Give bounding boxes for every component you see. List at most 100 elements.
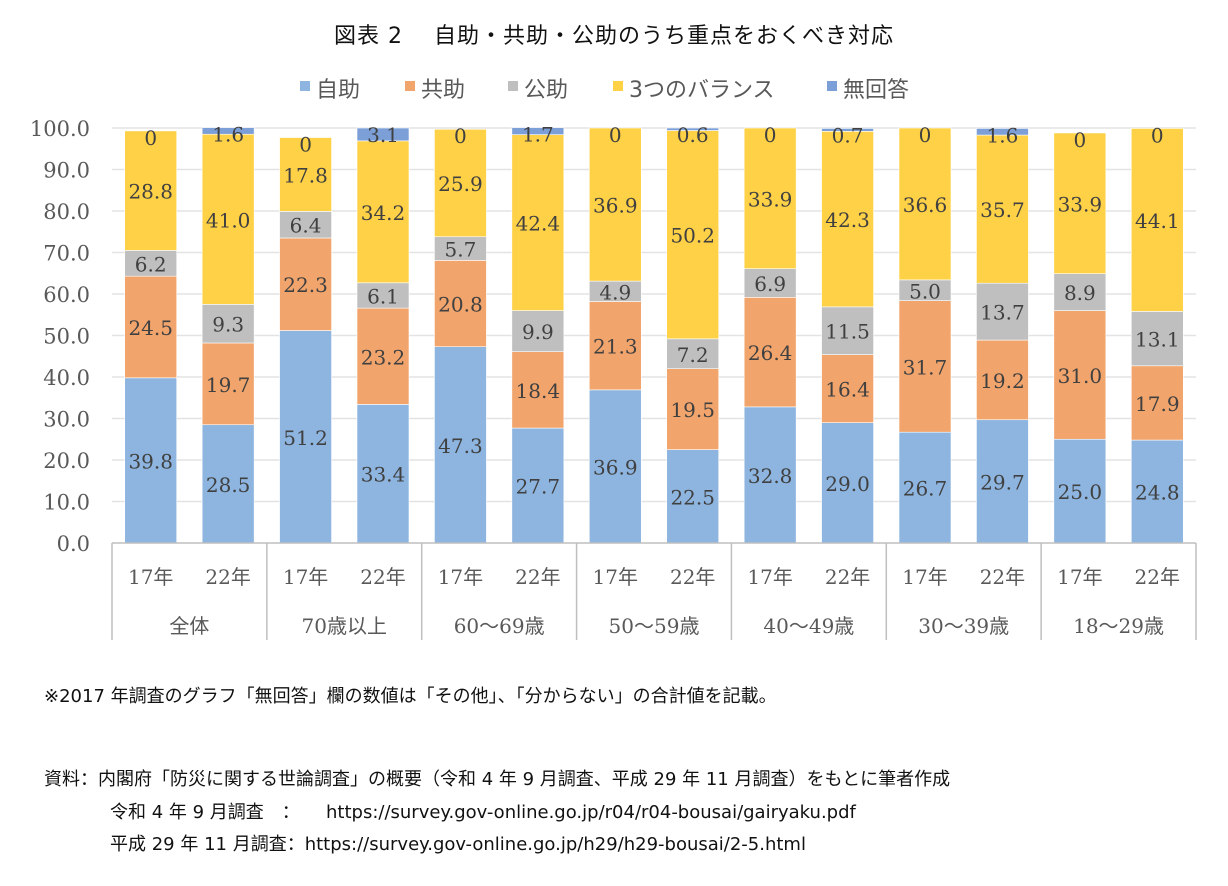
data-label: 4.9	[599, 280, 631, 304]
data-label: 9.9	[522, 320, 554, 344]
bar-segment	[434, 346, 487, 544]
source-reiwa4-url[interactable]: https://survey.gov-online.go.jp/r04/r04-…	[326, 802, 856, 823]
source-reiwa4: 令和 4 年 9 月調査 ： https://survey.gov-online.…	[110, 798, 856, 824]
y-tick-label: 40.0	[43, 366, 90, 390]
data-label: 1.6	[987, 123, 1019, 147]
bar-segment	[976, 282, 1029, 341]
source-heisei29-label: 平成 29 年 11 月調査：	[110, 834, 305, 855]
bar-segment	[976, 339, 1029, 421]
y-tick-label: 0.0	[57, 532, 90, 556]
data-label: 19.2	[980, 369, 1025, 393]
data-label: 0	[919, 123, 932, 147]
legend-swatch	[300, 81, 310, 91]
source-heisei29-url[interactable]: https://survey.gov-online.go.jp/h29/h29-…	[304, 834, 806, 855]
data-label: 17.9	[1135, 392, 1180, 416]
bar-segment	[124, 250, 178, 277]
bar-segment	[511, 351, 565, 429]
chart-title: 図表 2 自助・共助・公助のうち重点をおくべき対応	[334, 24, 894, 49]
legend-swatch	[405, 81, 415, 91]
bar-segment	[976, 134, 1029, 284]
bar-segment	[821, 128, 874, 132]
bar-segment	[1130, 128, 1184, 312]
bar-segment	[821, 131, 874, 308]
data-label: 25.0	[1058, 480, 1103, 504]
data-label: 6.4	[290, 214, 322, 238]
data-label: 0.6	[677, 123, 709, 147]
data-label: 26.4	[748, 341, 793, 365]
data-label: 6.2	[135, 252, 167, 276]
legend-label: 公助	[524, 78, 568, 103]
x-tick-label: 17年	[747, 565, 792, 589]
data-label: 28.5	[206, 473, 251, 497]
bar-segment	[666, 130, 720, 340]
y-tick-label: 70.0	[43, 242, 90, 266]
data-label: 0	[1151, 123, 1164, 147]
bar-segment	[356, 404, 410, 544]
bar-segment	[898, 300, 952, 433]
data-label: 22.3	[283, 273, 328, 297]
data-label: 33.9	[748, 187, 793, 211]
data-label: 23.2	[361, 345, 406, 369]
data-label: 5.7	[445, 238, 477, 262]
bar-segment	[279, 330, 332, 544]
legend-label: 共助	[421, 78, 465, 103]
footnote: ※2017 年調査のグラフ「無回答」欄の数値は「その他」、「分からない」の合計値…	[44, 686, 777, 707]
legend-item-3: 3つのバランス	[613, 78, 775, 103]
bar-segment	[743, 406, 797, 544]
data-label: 44.1	[1135, 209, 1180, 233]
data-label: 1.7	[522, 123, 554, 147]
data-label: 51.2	[283, 426, 328, 450]
bar-segment	[279, 137, 332, 212]
y-tick-label: 60.0	[43, 283, 90, 307]
data-label: 25.9	[438, 172, 483, 196]
data-label: 3.1	[367, 123, 399, 147]
data-label: 16.4	[825, 378, 870, 402]
data-label: 27.7	[516, 475, 561, 499]
data-label: 31.7	[903, 355, 948, 379]
data-label: 6.1	[367, 284, 399, 308]
y-tick-label: 50.0	[43, 325, 90, 349]
bar-segment	[511, 427, 565, 544]
x-tick-label: 22年	[205, 565, 250, 589]
bar-segment	[976, 128, 1029, 136]
data-label: 19.5	[670, 398, 715, 422]
data-label: 0.7	[832, 123, 864, 147]
x-axis: 17年 22年 17年 22年 17年 22年 17年 22年 17年 22年 17年 22年 17年 2…	[111, 542, 1197, 640]
gridlines	[112, 127, 1196, 503]
data-label: 0	[144, 126, 157, 150]
x-tick-label: 22年	[670, 565, 715, 589]
x-tick-label: 22年	[1135, 565, 1180, 589]
source-line: 資料：内閣府「防災に関する世論調査」の概要（令和 4 年 9 月調査、平成 29…	[44, 769, 951, 790]
bar-segment	[511, 134, 565, 311]
y-tick-label: 80.0	[43, 200, 90, 224]
bar-segment	[1053, 132, 1107, 274]
data-label: 19.7	[206, 373, 251, 397]
data-label: 36.9	[593, 455, 638, 479]
bar-segment	[821, 306, 874, 355]
data-label: 36.9	[593, 194, 638, 218]
legend: 自助 共助 公助 3つのバランス 無回答	[300, 78, 909, 103]
data-label: 0	[609, 123, 622, 147]
data-label: 1.6	[212, 123, 244, 147]
data-label: 29.7	[980, 470, 1025, 494]
bar-segment	[898, 127, 952, 281]
bar-segment	[201, 133, 255, 305]
data-label: 18.4	[516, 379, 561, 403]
y-tick-label: 10.0	[43, 491, 90, 515]
x-group-label: 30〜39歳	[918, 614, 1009, 638]
x-group-label: 全体	[169, 614, 209, 638]
bar-segment	[821, 354, 874, 423]
data-label: 42.3	[825, 208, 870, 232]
bar-segment	[743, 127, 797, 269]
legend-swatch	[613, 81, 623, 91]
x-group-label: 18〜29歳	[1073, 614, 1164, 638]
bar-segment	[1053, 438, 1107, 544]
bar-segment	[434, 260, 487, 348]
bar-segment	[588, 127, 642, 282]
data-labels: 39.8 24.5 6.2 28.8 0 28.5 19.7 9.3 41.0 1.6 51.2 22…	[128, 123, 1179, 510]
data-label: 7.2	[677, 343, 709, 367]
y-tick-label: 90.0	[43, 159, 90, 183]
data-label: 22.5	[670, 485, 715, 509]
data-label: 32.8	[748, 464, 793, 488]
x-tick-label: 22年	[515, 565, 560, 589]
